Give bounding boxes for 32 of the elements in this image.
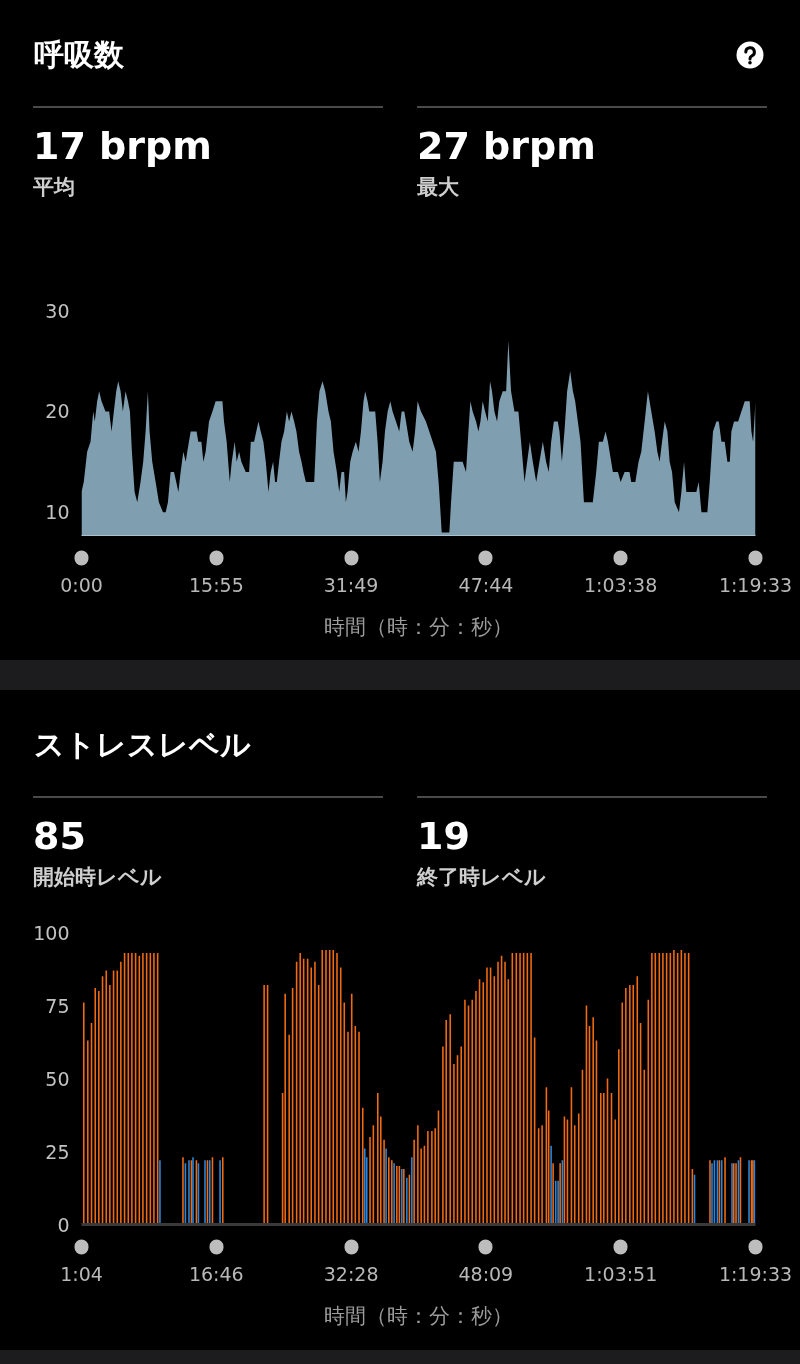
x-tick-label: 31:49 bbox=[323, 573, 379, 596]
text: 開始時レベル bbox=[33, 864, 162, 891]
y-tick-label: 100 bbox=[33, 921, 70, 944]
y-tick-label: 0 bbox=[57, 1213, 70, 1236]
x-axis-title: 時間（時：分：秒） bbox=[324, 1303, 513, 1328]
x-tick-label: 32:28 bbox=[323, 1262, 379, 1285]
x-tick-label: 0:00 bbox=[60, 573, 103, 596]
x-tick-label: 1:19:33 bbox=[718, 573, 793, 596]
x-tick-label: 1:19:33 bbox=[718, 1262, 793, 1285]
x-axis-title: 時間（時：分：秒） bbox=[324, 614, 513, 639]
x-tick-label: 48:09 bbox=[458, 1262, 514, 1285]
text: 17 brpm bbox=[33, 124, 212, 168]
text: 最大 bbox=[417, 174, 459, 201]
x-tick-label: 1:03:51 bbox=[584, 1262, 658, 1285]
text: 27 brpm bbox=[417, 124, 596, 168]
chart-title: ストレスレベル bbox=[34, 727, 251, 762]
text: 終了時レベル bbox=[417, 864, 546, 891]
x-tick-label: 15:55 bbox=[188, 573, 244, 596]
x-tick-label: 47:44 bbox=[458, 573, 514, 596]
text: 19 bbox=[417, 814, 470, 858]
y-tick-label: 25 bbox=[45, 1140, 70, 1163]
y-tick-label: 10 bbox=[45, 501, 70, 524]
y-tick-label: 30 bbox=[45, 299, 70, 322]
y-tick-label: 20 bbox=[45, 400, 70, 423]
text: 平均 bbox=[33, 174, 75, 201]
y-tick-label: 50 bbox=[45, 1067, 70, 1090]
x-tick-label: 16:46 bbox=[188, 1262, 244, 1285]
chart-title: 呼吸数 bbox=[34, 37, 124, 72]
x-tick-label: 1:04 bbox=[60, 1262, 103, 1285]
x-tick-label: 1:03:38 bbox=[584, 573, 658, 596]
y-tick-label: 75 bbox=[45, 994, 70, 1017]
text: 85 bbox=[33, 814, 86, 858]
